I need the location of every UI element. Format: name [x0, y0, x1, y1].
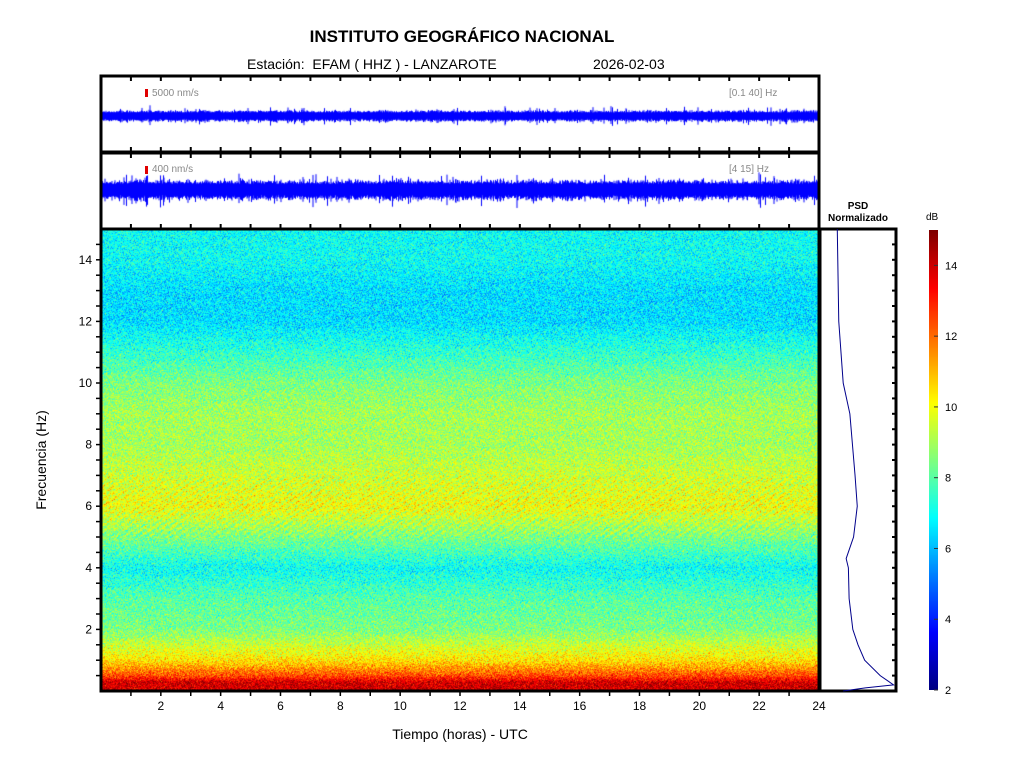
x-tick-label: 22 [752, 699, 766, 713]
psd-curve [836, 228, 895, 692]
y-axis-label: Frecuencia (Hz) [33, 410, 49, 510]
colorbar-tick-label: 2 [945, 685, 951, 697]
x-tick-label: 12 [453, 699, 467, 713]
trace-1-frame [99, 74, 821, 154]
colorbar-tick-label: 12 [945, 331, 957, 343]
x-tick-label: 2 [157, 699, 164, 713]
y-tick-label: 12 [79, 314, 93, 328]
trace-1-band-label: [0.1 40] Hz [729, 88, 778, 99]
trace-2-scale-label: 400 nm/s [152, 164, 194, 175]
x-tick-label: 20 [693, 699, 707, 713]
x-tick-label: 18 [633, 699, 647, 713]
broadband-trace [101, 76, 819, 152]
date-label: 2026-02-03 [593, 56, 665, 72]
x-tick-label: 8 [337, 699, 344, 713]
colorbar-tick-label: 6 [945, 543, 951, 555]
colorbar [929, 230, 938, 690]
y-tick-label: 6 [85, 499, 92, 513]
colorbar-tick-label: 10 [945, 402, 957, 414]
psd-title-line2: Normalizado [827, 213, 888, 224]
colorbar-tick-label: 14 [945, 260, 957, 272]
chart-title: INSTITUTO GEOGRÁFICO NACIONAL [309, 27, 615, 46]
trace-1-scale-label: 5000 nm/s [152, 88, 199, 99]
x-tick-label: 4 [217, 699, 224, 713]
y-tick-label: 10 [79, 376, 93, 390]
y-tick-label: 2 [85, 622, 92, 636]
y-tick-label: 14 [79, 253, 93, 267]
spectrogram-frame [99, 227, 821, 693]
trace-2-scale-bar [145, 166, 148, 174]
trace-2-band-label: [4 15] Hz [729, 164, 770, 175]
psd-title-line1: PSD [847, 201, 869, 212]
y-tick-label: 4 [85, 561, 92, 575]
colorbar-label: dB [926, 212, 939, 223]
spectrogram-heatmap [101, 229, 819, 691]
trace-1-scale-bar [145, 89, 148, 97]
station-label: Estación: EFAM ( HHZ ) - LANZAROTE [247, 56, 497, 72]
colorbar-tick-label: 4 [945, 614, 951, 626]
y-tick-label: 8 [85, 438, 92, 452]
psd-title: PSD Normalizado [820, 201, 896, 225]
x-tick-label: 16 [573, 699, 587, 713]
x-tick-label: 14 [513, 699, 527, 713]
x-tick-label: 6 [277, 699, 284, 713]
psd-frame [818, 227, 898, 693]
x-axis-label: Tiempo (horas) - UTC [392, 726, 528, 742]
filtered-trace [101, 153, 819, 229]
trace-2-frame [99, 151, 821, 231]
x-tick-label: 24 [812, 699, 826, 713]
x-tick-label: 10 [393, 699, 407, 713]
colorbar-tick-label: 8 [945, 473, 951, 485]
